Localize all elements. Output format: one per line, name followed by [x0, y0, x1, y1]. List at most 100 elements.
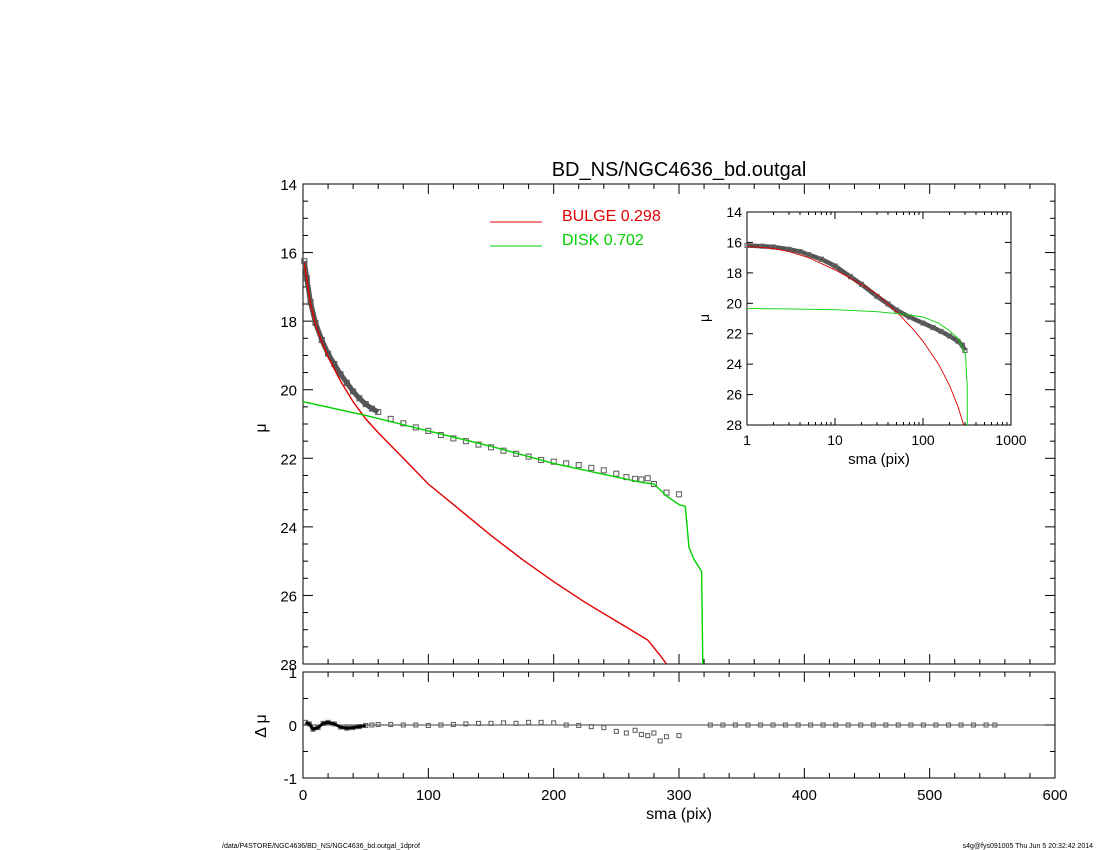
residual-point — [676, 733, 682, 739]
x-axis-label: sma (pix) — [646, 806, 712, 823]
residual-point — [463, 721, 469, 727]
residual-y-axis-label: Δ μ — [253, 714, 270, 737]
residual-point — [833, 722, 839, 728]
inset-bulge-line — [746, 245, 965, 426]
residual-point — [551, 720, 557, 726]
y-tick-label: -1 — [284, 771, 297, 788]
chart-title: BD_NS/NGC4636_bd.outgal — [552, 159, 807, 181]
data-point — [675, 491, 683, 498]
residual-point — [388, 721, 394, 728]
inset-plot-frame — [746, 211, 1012, 426]
y-tick-label: 18 — [726, 265, 742, 281]
residual-point — [883, 722, 889, 728]
y-tick-label: 24 — [726, 356, 742, 372]
y-tick-label: 24 — [280, 520, 297, 537]
inset-data-point — [832, 263, 838, 269]
residual-point — [895, 722, 901, 728]
x-tick-label: 1 — [743, 432, 751, 448]
inset-data-point — [759, 243, 766, 249]
residual-point — [651, 730, 657, 736]
residual-point — [513, 720, 519, 726]
x-tick-label: 0 — [299, 787, 307, 804]
inset-data-point — [805, 252, 812, 258]
residual-point — [933, 722, 939, 728]
y-tick-label: 20 — [726, 295, 742, 311]
residual-point — [795, 722, 801, 728]
residual-point — [845, 722, 851, 728]
residual-point — [908, 722, 914, 728]
inset-data-point — [930, 325, 936, 331]
x-tick-label: 600 — [1042, 787, 1067, 804]
residual-point — [770, 722, 776, 728]
residual-point — [958, 722, 964, 728]
y-tick-label: 1 — [289, 665, 297, 682]
y-tick-label: 22 — [726, 326, 742, 342]
residual-point — [645, 733, 651, 739]
residual-point — [992, 722, 998, 728]
y-tick-label: 14 — [280, 177, 297, 194]
residual-point — [425, 722, 431, 729]
residual-point — [438, 722, 444, 728]
inset-x-axis-label: sma (pix) — [848, 451, 910, 468]
residual-point — [563, 722, 569, 728]
y-tick-label: 16 — [726, 234, 742, 250]
data-point — [600, 467, 607, 474]
residual-point — [870, 722, 876, 728]
residual-point — [745, 722, 751, 728]
residual-point — [400, 722, 406, 728]
y-tick-label: 16 — [280, 246, 297, 263]
residual-point — [623, 730, 629, 736]
x-tick-label: 100 — [911, 432, 935, 448]
inset-data-point — [938, 328, 944, 334]
residual-point — [663, 734, 670, 740]
residual-point — [808, 722, 814, 728]
residual-point — [757, 722, 764, 728]
data-point — [550, 458, 557, 465]
x-tick-label: 10 — [827, 432, 843, 448]
residual-point — [375, 721, 381, 728]
inset-data-point — [858, 281, 865, 287]
inset-y-axis-label: μ — [696, 314, 712, 322]
residual-band — [304, 720, 366, 731]
residual-point — [369, 722, 375, 728]
inset-data-point — [744, 242, 750, 249]
residual-point — [920, 722, 926, 728]
data-point — [644, 475, 651, 482]
residual-point — [945, 722, 952, 728]
y-tick-label: 28 — [280, 657, 297, 674]
y-tick-label: 28 — [726, 417, 742, 433]
inset-data-point — [797, 249, 803, 255]
legend-label: BULGE 0.298 — [562, 208, 661, 225]
footer-left: /data/P4STORE/NGC4636/BD_NS/NGC4636_bd.o… — [222, 843, 420, 850]
data-point — [400, 420, 407, 427]
data-point — [588, 464, 595, 471]
residual-point — [413, 722, 419, 728]
footer-right: s4g@fys091005 Thu Jun 5 20:32:42 2014 — [963, 843, 1093, 850]
residual-point — [588, 724, 594, 730]
residual-point — [638, 731, 644, 738]
residual-point — [488, 720, 494, 726]
residual-point — [576, 722, 582, 729]
inset-data-point — [818, 256, 824, 262]
residual-point — [500, 720, 507, 726]
residual-point — [858, 722, 864, 728]
x-tick-label: 400 — [792, 787, 817, 804]
main-plot-panel: 14 16 18 20 22 24 26 28 μ BULGE 0.298 DISK 0.702 — [253, 177, 1056, 674]
residual-point — [732, 722, 738, 728]
legend-label: DISK 0.702 — [562, 232, 644, 249]
bulge-line — [303, 262, 668, 665]
data-point — [450, 435, 457, 442]
y-tick-label: 0 — [289, 718, 297, 735]
residual-point — [632, 727, 638, 733]
residual-point — [782, 722, 789, 728]
inset-data-point — [770, 244, 777, 250]
residual-point — [601, 725, 607, 731]
y-tick-label: 22 — [280, 451, 297, 468]
inset-plot-panel: 14 16 18 20 22 24 26 281 10 100 1000 μ sma (pix) — [696, 204, 1027, 468]
residual-point — [450, 721, 456, 728]
residual-point — [707, 722, 713, 728]
disk-line — [302, 401, 704, 665]
y-tick-label: 14 — [726, 204, 742, 220]
